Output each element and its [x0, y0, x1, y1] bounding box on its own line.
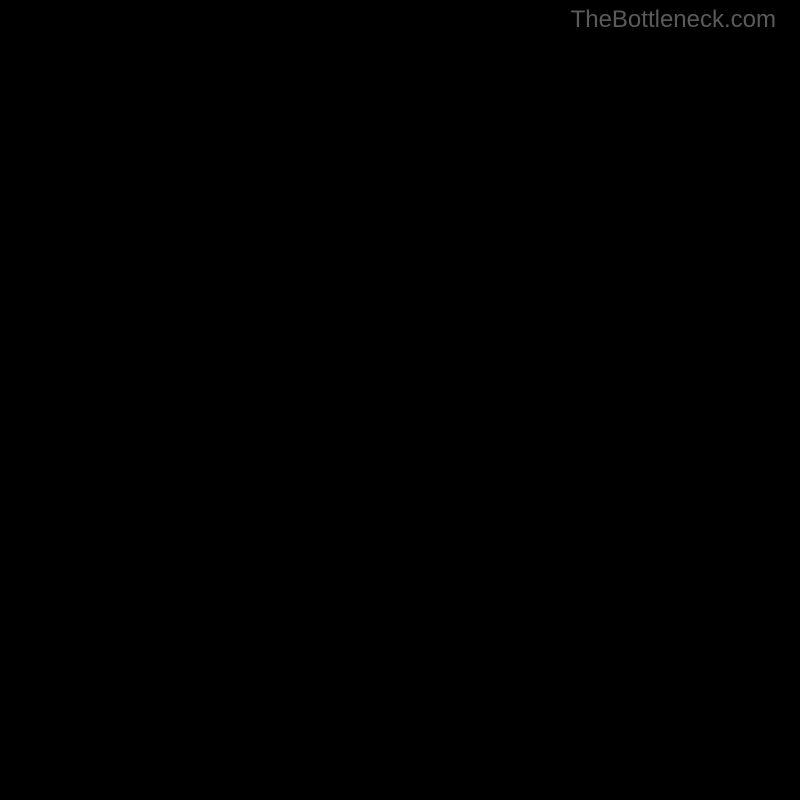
watermark-text: TheBottleneck.com: [571, 6, 776, 34]
heatmap-plot: [40, 40, 760, 760]
crosshair-dot: [190, 615, 200, 625]
heatmap-canvas: [40, 40, 760, 760]
crosshair-vertical: [194, 40, 195, 760]
crosshair-horizontal: [40, 619, 760, 620]
